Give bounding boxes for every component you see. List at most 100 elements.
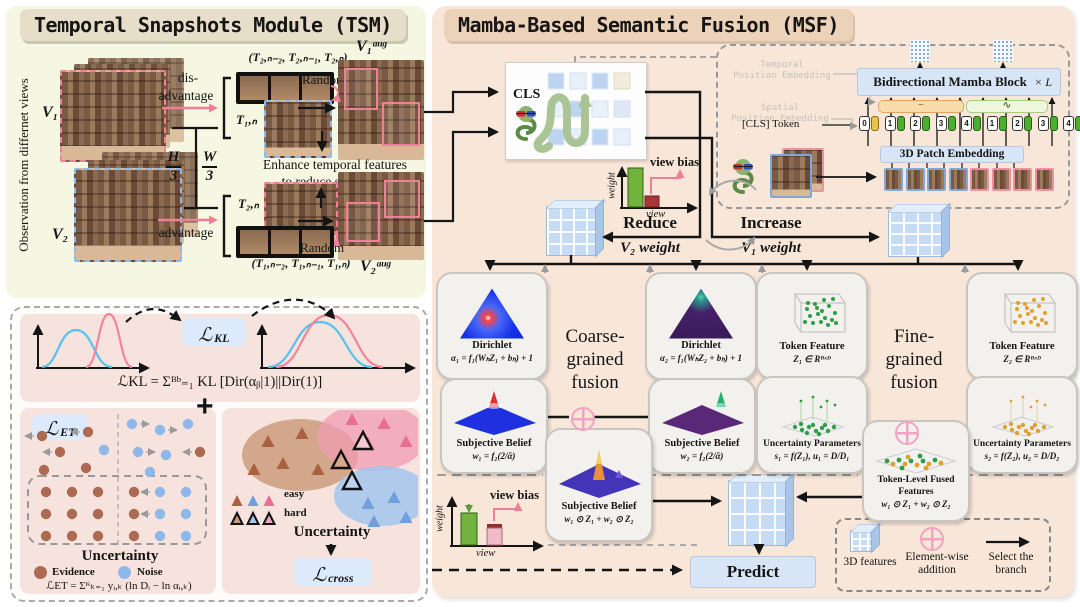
t1n-label: T₁,ₙ	[236, 112, 257, 127]
belief2-formula: w₂ = f₂(2/ᾱ)	[680, 450, 724, 461]
et-loss-formula: ℒET = Σᴷₖ₌₁ yᵢ,ₖ (ln Dᵢ − ln αᵢ,ₖ)	[46, 580, 192, 592]
token-1: 1	[884, 116, 905, 131]
token-6: 2	[1012, 116, 1032, 131]
tsm-side-label: Observation from differnet views	[16, 78, 31, 252]
token-number: 2	[910, 116, 921, 131]
belief1-title: Subjective Belief	[456, 437, 532, 449]
cross-loss-symbol: ℒ	[312, 565, 327, 586]
cross-loss-chip: ℒ cross	[294, 558, 372, 586]
patch-embedding-box: 3D Patch Embedding	[880, 146, 1024, 163]
patch-v2	[1013, 168, 1032, 191]
patch-v2	[970, 168, 989, 191]
token-number: 4	[1063, 116, 1074, 131]
mamba-snake-icon-2	[731, 158, 755, 194]
easy-label: easy	[284, 488, 305, 500]
patch-v1	[905, 168, 925, 191]
token-3: 3	[935, 116, 956, 131]
dirichlet2-title: Dirichlet	[681, 339, 721, 351]
legend-addition-icon	[920, 527, 944, 551]
v2-frame-front	[74, 168, 182, 262]
token-row: 0 1 2 3 4 1 2 3 4	[859, 116, 1080, 131]
patch-row	[884, 168, 1054, 191]
v2-label: V₂	[52, 226, 69, 243]
view-bias-label-top: view bias	[650, 155, 699, 169]
token-feature1-card: Token Feature Z₁ ∈ Rᴮˣᴰ	[756, 272, 868, 380]
t2n-label: T₂,ₙ	[238, 196, 259, 211]
mamba-snake-icon	[514, 105, 538, 141]
belief1-card: Subjective Belief w₁ = f₂(2/ᾱ)	[440, 378, 548, 474]
times-l-label: × L	[1034, 74, 1052, 89]
token-number: 3	[935, 116, 947, 131]
increase-label: Increase	[740, 213, 802, 232]
token-pill	[922, 116, 930, 131]
belief2-card: Subjective Belief w₂ = f₂(2/ᾱ)	[648, 378, 756, 474]
feature-grid-icon-1	[910, 40, 930, 62]
kl-loss-chip: ℒ KL	[182, 318, 246, 346]
elementwise-add-icon-1	[571, 407, 595, 431]
evidence-dot	[34, 566, 47, 579]
token-pill	[1075, 116, 1080, 131]
advantage-label: advantage	[158, 225, 214, 240]
belief-fused-title: Subjective Belief	[561, 500, 637, 512]
token-7: 3	[1037, 116, 1058, 131]
spatial-pe-line2: Position Embedding	[731, 113, 829, 124]
cls-scan-box: CLS	[505, 62, 647, 160]
dirichlet1-title: Dirichlet	[472, 339, 512, 351]
coarse-line3: fusion	[571, 372, 619, 393]
dirichlet2-card: Dirichlet α₂ = f₁(WₕZ₂ + bₕ) + 1	[645, 272, 757, 380]
dirichlet1-formula: α₁ = f₁(WₕZ₁ + bₕ) + 1	[450, 352, 534, 363]
v2aug-image	[338, 172, 424, 260]
token-feature2-scatter	[1004, 293, 1056, 332]
belief2-title: Subjective Belief	[664, 437, 740, 449]
uncertainty1-scatter	[781, 395, 845, 437]
evidence-label: Evidence	[52, 566, 95, 578]
frac-h-num: H	[167, 149, 180, 165]
fine-line2: grained	[885, 349, 943, 370]
token-fused-formula: w₁ ⊙ Z₁ + w₂ ⊙ Z₂	[881, 498, 951, 509]
token-number: 2	[1012, 116, 1023, 131]
patch-v2	[1034, 168, 1054, 191]
legend-addition-label: Element-wise addition	[905, 551, 969, 576]
plus-sign: +	[196, 390, 214, 423]
v1aug-image	[338, 60, 424, 160]
token-number: 1	[884, 116, 896, 131]
dirichlet2-simplex	[669, 288, 733, 339]
uncertainty2-title: Uncertainty Parameters	[973, 438, 1071, 449]
uncertainty2-card: Uncertainty Parameters s₂ = f(Z₂), u₂ = …	[966, 376, 1078, 474]
uncertainty2-scatter	[991, 395, 1055, 437]
noise-dot	[118, 566, 131, 579]
mamba-block-label: Bidirectional Mamba Block	[873, 74, 1027, 89]
uncertainty-right-label: Uncertainty	[293, 524, 371, 540]
t2-tuple-label: (T₂,ₙ₋₂, T₂,ₙ₋₁, T₂,ₙ)	[248, 50, 348, 64]
token-8: 4	[1063, 116, 1080, 131]
dirichlet1-simplex	[460, 288, 524, 339]
fine-line1: Fine-	[893, 326, 935, 347]
t1n-image	[264, 100, 332, 158]
v2-features-cube	[546, 206, 598, 256]
belief2-surface	[662, 390, 744, 435]
token-feature2-title: Token Feature	[989, 340, 1055, 352]
cls-token-pill	[871, 116, 879, 131]
patch-v1	[927, 168, 946, 191]
token-pill	[1049, 116, 1058, 131]
coarse-line1: Coarse-	[565, 326, 625, 347]
increase-weight-label: V₁ weight	[741, 240, 801, 256]
token-number: 1	[986, 116, 998, 131]
token-feature1-scatter	[794, 293, 846, 332]
cls-cube-grid	[547, 72, 631, 146]
token-5: 1	[986, 116, 1007, 131]
kl-loss-formula: ℒKL = Σᴮᵇ₌₁ KL [Dir(αᵦ|1)||Dir(1)]	[117, 374, 323, 390]
t1-tuple-label: (T₁,ₙ₋₂, T₁,ₙ₋₁, T₁,ₙ)	[251, 256, 351, 270]
kl-loss-symbol: ℒ	[198, 325, 213, 346]
token-feature1-title: Token Feature	[779, 340, 845, 352]
spatial-embedding-bar: ∿	[966, 100, 1048, 113]
token-pill	[973, 116, 981, 131]
legend-branch-label: Select the branch	[988, 551, 1034, 576]
v1-frame-front	[60, 70, 166, 162]
coarse-line2: grained	[566, 349, 624, 370]
token-feature2-card: Token Feature Z₂ ∈ Rᴮˣᴰ	[966, 272, 1078, 380]
belief-fused-formula: w₁ ⊙ Z₁ + w₂ ⊙ Z₂	[564, 513, 634, 524]
bidirectional-mamba-block: Bidirectional Mamba Block × L	[857, 68, 1061, 96]
token-feature1-formula: Z₁ ∈ Rᴮˣᴰ	[793, 353, 831, 364]
